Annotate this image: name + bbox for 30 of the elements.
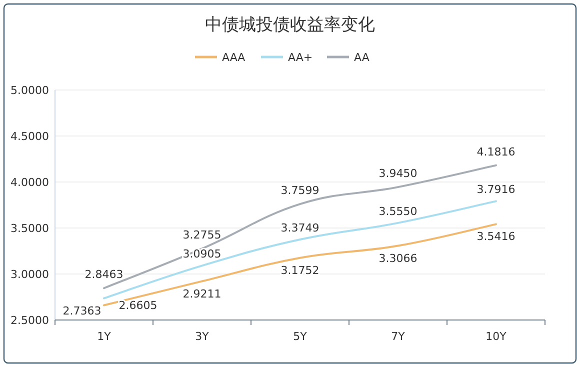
y-tick-label: 5.0000 bbox=[10, 84, 49, 97]
y-tick-label: 4.0000 bbox=[10, 176, 49, 189]
data-label: 3.1752 bbox=[280, 264, 320, 277]
data-label: 3.7599 bbox=[280, 184, 320, 198]
data-label: 3.0905 bbox=[182, 248, 222, 261]
data-label: 2.7363 bbox=[62, 304, 102, 318]
data-label: 3.5416 bbox=[476, 230, 516, 244]
y-tick-label: 4.5000 bbox=[10, 130, 49, 143]
x-tick-label: 10Y bbox=[486, 330, 507, 343]
x-tick-label: 7Y bbox=[391, 330, 406, 343]
chart-title: 中债城投债收益率变化 bbox=[205, 15, 375, 35]
data-label: 3.2755 bbox=[182, 228, 222, 242]
y-tick-label: 3.5000 bbox=[10, 222, 49, 235]
x-tick-label: 1Y bbox=[97, 330, 112, 343]
legend-label: AA+ bbox=[288, 51, 313, 64]
data-label: 2.9211 bbox=[182, 287, 222, 300]
legend-label: AA bbox=[354, 51, 370, 64]
data-label: 3.3066 bbox=[378, 252, 418, 265]
legend-label: AAA bbox=[222, 51, 246, 64]
data-label: 2.6605 bbox=[118, 299, 158, 312]
data-label: 2.8463 bbox=[84, 268, 124, 282]
data-label: 3.9450 bbox=[378, 167, 418, 180]
x-tick-label: 5Y bbox=[293, 330, 308, 343]
data-label: 4.1816 bbox=[476, 145, 516, 158]
y-tick-label: 3.0000 bbox=[10, 268, 49, 281]
data-label: 3.3749 bbox=[280, 222, 320, 235]
data-label: 3.7916 bbox=[476, 183, 516, 196]
data-label: 3.5550 bbox=[378, 204, 418, 218]
x-tick-label: 3Y bbox=[195, 330, 210, 343]
y-tick-label: 2.5000 bbox=[10, 314, 49, 327]
